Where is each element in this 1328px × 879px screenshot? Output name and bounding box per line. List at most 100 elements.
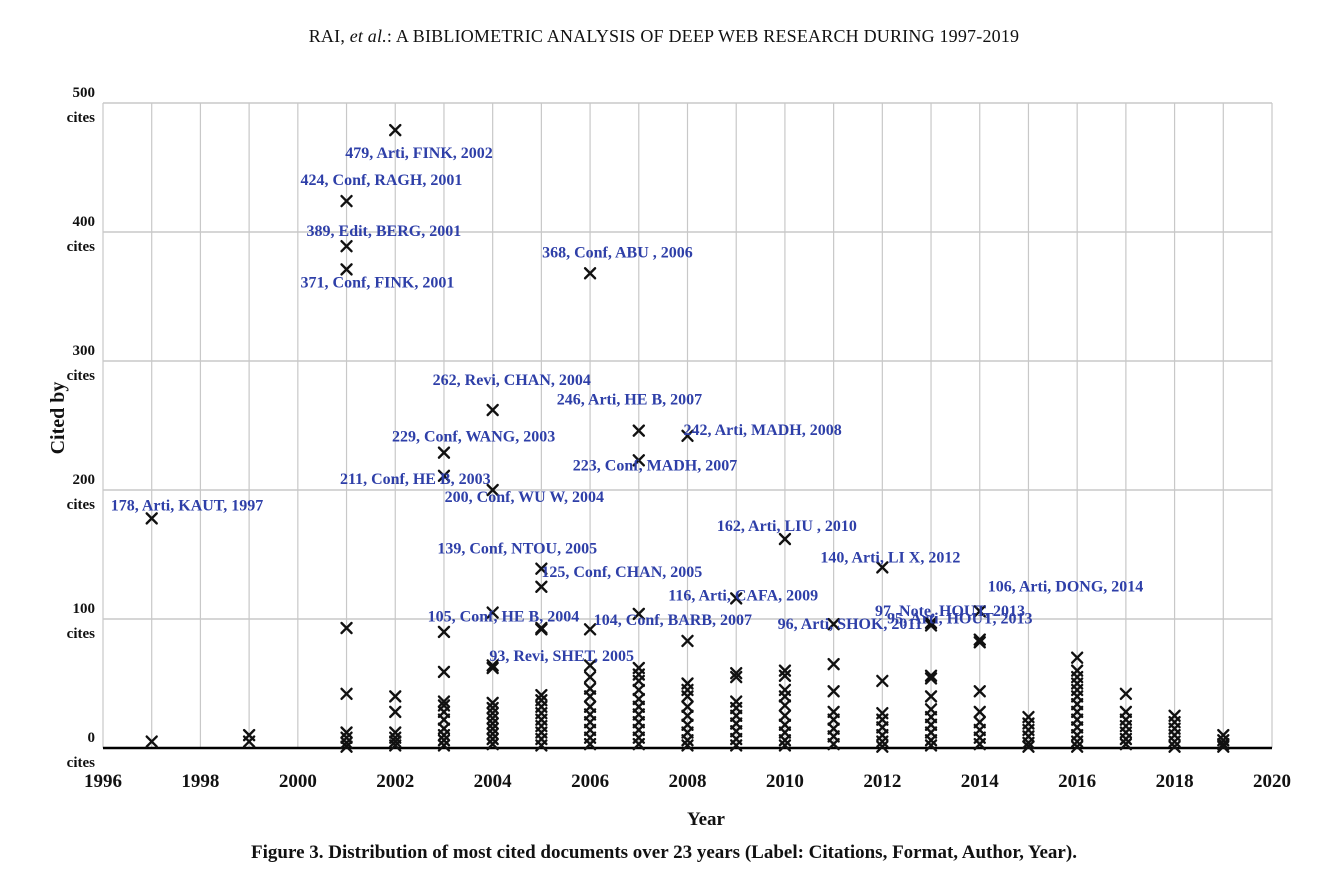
y-tick-unit: cites <box>67 497 95 513</box>
labeled-data-point <box>486 606 499 619</box>
point-label: 200, Conf, WU W, 2004 <box>445 489 604 506</box>
point-label: 223, Conf, MADH, 2007 <box>573 457 737 474</box>
x-tick-label: 2000 <box>279 771 317 792</box>
x-tick-label: 2012 <box>863 771 901 792</box>
y-tick-unit: cites <box>67 755 95 771</box>
data-point <box>1119 687 1133 701</box>
data-point <box>1168 740 1181 753</box>
data-point <box>778 669 792 682</box>
y-tick-label: 200 <box>73 472 96 488</box>
tick-labels: 1996 1998 2000 2002 2004 2006 2008 2010 2012 2014… <box>67 85 1291 792</box>
point-label: 178, Arti, KAUT, 1997 <box>111 497 264 514</box>
labeled-data-point <box>486 403 499 417</box>
data-point <box>681 700 694 713</box>
point-label: 211, Conf, HE B, 2003 <box>340 471 491 488</box>
data-point <box>730 670 743 684</box>
point-label: 262, Revi, CHAN, 2004 <box>433 372 591 389</box>
x-tick-label: 1998 <box>181 771 219 792</box>
data-point <box>681 739 694 752</box>
labeled-data-point <box>486 483 499 497</box>
point-label: 116, Arti, CAFA, 2009 <box>668 587 818 604</box>
y-axis-label: Cited by <box>47 382 69 455</box>
point-label: 479, Arti, FINK, 2002 <box>345 145 493 162</box>
x-tick-label: 2016 <box>1058 771 1096 792</box>
data-point <box>1022 740 1035 753</box>
point-label: 93, Revi, SHET, 2005 <box>489 648 634 665</box>
x-axis-label: Year <box>687 809 726 830</box>
data-point <box>1119 737 1133 751</box>
labeled-data-point <box>535 621 548 635</box>
labeled-data-point <box>632 424 645 437</box>
data-point <box>924 690 938 703</box>
data-point <box>145 735 158 748</box>
x-tick-label: 2002 <box>376 771 414 792</box>
labeled-data-point <box>340 239 353 253</box>
y-tick-label: 100 <box>73 601 96 617</box>
x-tick-label: 1996 <box>84 771 122 792</box>
data-point <box>681 634 694 648</box>
labeled-data-point <box>778 532 792 546</box>
data-point <box>924 669 938 682</box>
data-point <box>535 739 548 752</box>
data-point <box>632 683 645 697</box>
point-label: 140, Arti, LI X, 2012 <box>820 549 960 566</box>
data-point <box>973 636 986 649</box>
data-point <box>973 685 986 698</box>
labeled-data-point <box>340 263 353 276</box>
labeled-data-point <box>389 123 402 137</box>
point-label: 97, Note, HOUT, 2013 <box>875 603 1025 620</box>
x-tick-label: 2020 <box>1253 771 1291 792</box>
point-label: 368, Conf, ABU , 2006 <box>542 244 693 261</box>
data-point <box>340 621 353 635</box>
data-point <box>876 674 889 688</box>
point-label: 106, Arti, DONG, 2014 <box>988 578 1144 595</box>
labeled-data-point <box>437 469 451 483</box>
data-point <box>973 633 986 646</box>
data-point <box>973 705 986 719</box>
x-tick-label: 2010 <box>766 771 804 792</box>
point-label: 139, Conf, NTOU, 2005 <box>437 541 597 558</box>
labeled-data-point <box>924 616 938 630</box>
y-tick-unit: cites <box>67 368 95 384</box>
data-point <box>1022 736 1035 750</box>
data-point <box>778 709 792 722</box>
y-tick-label: 0 <box>88 730 96 746</box>
labeled-data-point <box>973 605 986 618</box>
x-tick-label: 2018 <box>1156 771 1194 792</box>
x-tick-label: 2008 <box>669 771 707 792</box>
data-point <box>583 670 597 684</box>
data-point <box>681 690 694 703</box>
data-point <box>486 737 499 751</box>
y-tick-label: 400 <box>73 214 96 230</box>
data-point <box>924 672 938 685</box>
labeled-data-point <box>583 267 597 280</box>
header-authors: RAI, <box>308 26 350 46</box>
x-tick-label: 2004 <box>474 771 513 792</box>
point-label: 96, Arti, SHOK, 2011 <box>778 616 923 633</box>
labeled-data-point <box>632 607 645 621</box>
header-et-al: et al. <box>349 26 387 46</box>
data-point <box>340 740 353 753</box>
grid <box>102 102 1273 748</box>
labeled-data-point <box>437 446 451 459</box>
data-point <box>583 623 597 636</box>
data-point <box>389 705 402 719</box>
point-label: 389, Edit, BERG, 2001 <box>307 223 462 240</box>
data-point <box>730 739 743 752</box>
data-point <box>486 661 499 675</box>
data-markers <box>145 123 1230 753</box>
data-point <box>242 728 256 742</box>
data-point <box>1217 737 1230 751</box>
data-point <box>583 690 597 703</box>
data-point <box>924 739 938 752</box>
point-labels: 479, Arti, FINK, 2002 424, Conf, RAGH, 20… <box>111 145 1144 665</box>
y-tick-unit: cites <box>67 626 95 642</box>
figure-caption: Figure 3. Distribution of most cited doc… <box>251 842 1077 863</box>
point-label: 104, Conf, BARB, 2007 <box>594 612 752 629</box>
data-point <box>583 659 597 672</box>
y-tick-label: 300 <box>73 343 96 359</box>
data-point <box>1070 740 1084 753</box>
data-point <box>437 713 451 726</box>
data-point <box>340 736 353 750</box>
